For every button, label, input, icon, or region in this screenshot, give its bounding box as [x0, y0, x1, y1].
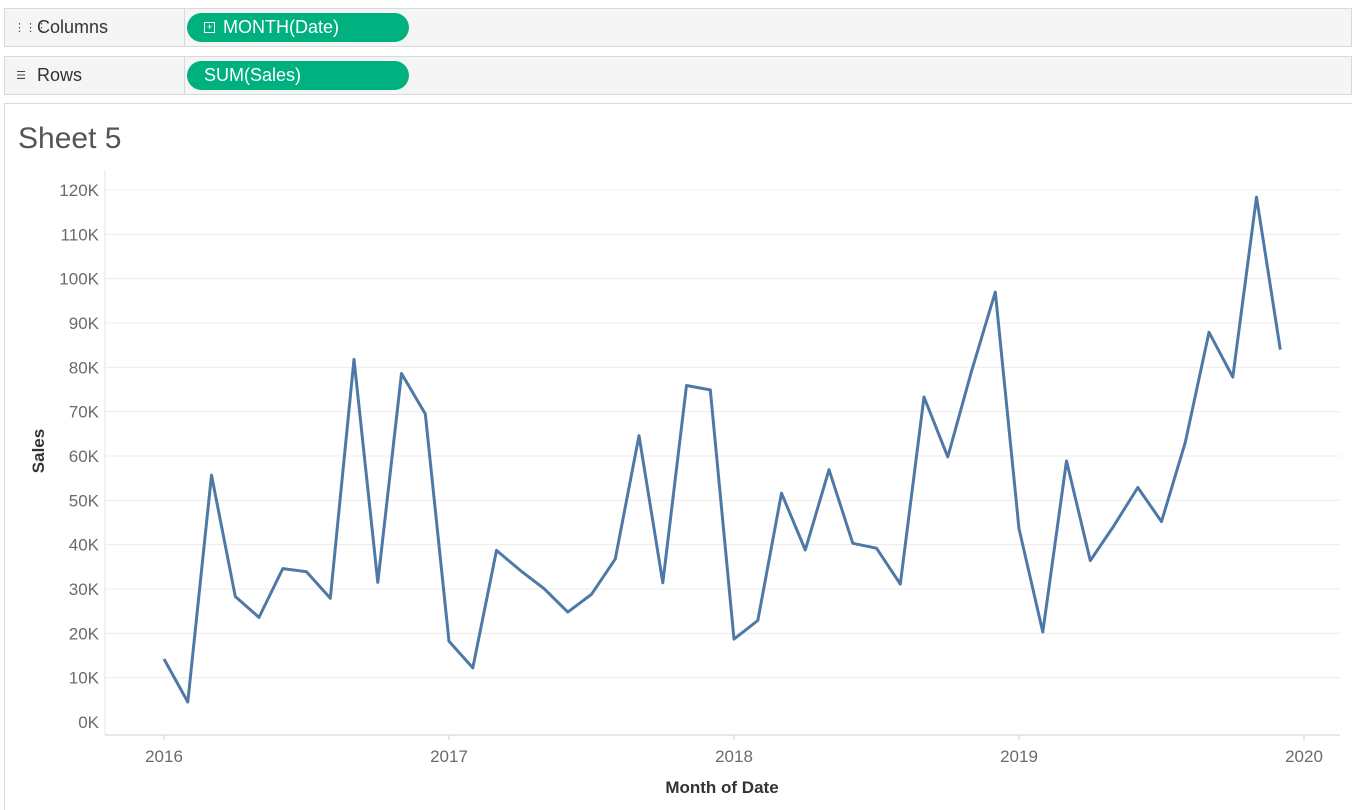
y-tick-label: 30K — [69, 580, 100, 599]
rows-label: Rows — [37, 65, 83, 85]
columns-label: Columns — [37, 17, 109, 37]
sheet-title: Sheet 5 — [18, 122, 122, 155]
columns-shelf: ⋮⋮⋮ Columns + MONTH(Date) — [4, 8, 1352, 47]
columns-shelf-label: ⋮⋮⋮ Columns — [5, 9, 185, 46]
x-tick-label: 2018 — [715, 747, 753, 766]
x-axis-title: Month of Date — [665, 778, 778, 797]
gridlines — [105, 189, 1340, 679]
y-tick-label: 100K — [59, 270, 99, 289]
rows-shelf: ☰ Rows SUM(Sales) — [4, 56, 1352, 95]
x-tick-label: 2016 — [145, 747, 183, 766]
rows-pill-sum-sales[interactable]: SUM(Sales) — [187, 61, 409, 90]
y-tick-label: 40K — [69, 536, 100, 555]
x-tick-label: 2019 — [1000, 747, 1038, 766]
rows-pill-label: SUM(Sales) — [204, 65, 302, 85]
y-tick-label: 50K — [69, 491, 100, 510]
series-group — [162, 195, 1282, 704]
y-tick-label: 80K — [69, 358, 100, 377]
y-tick-label: 70K — [69, 403, 100, 422]
y-tick-label: 120K — [59, 181, 99, 200]
y-axis-title: Sales — [29, 429, 48, 473]
y-tick-label: 0K — [78, 713, 99, 732]
columns-pill-month-date[interactable]: + MONTH(Date) — [187, 13, 409, 42]
y-tick-label: 60K — [69, 447, 100, 466]
y-tick-label: 10K — [69, 669, 100, 688]
rows-icon: ☰ — [16, 70, 26, 82]
sales-line[interactable] — [162, 195, 1282, 704]
x-axis-ticks: 2016 2017 2018 2019 2020 — [145, 735, 1323, 766]
y-axis-ticks: 0K 10K 20K 30K 40K 50K 60K 70K 80K 90K 100K 110K 120… — [59, 181, 99, 732]
expand-icon[interactable]: + — [204, 22, 215, 33]
columns-pill-label: MONTH(Date) — [223, 17, 339, 37]
y-tick-label: 110K — [61, 225, 100, 244]
x-tick-label: 2017 — [430, 747, 468, 766]
y-tick-label: 90K — [69, 314, 100, 333]
y-tick-label: 20K — [69, 624, 100, 643]
x-tick-label: 2020 — [1285, 747, 1323, 766]
rows-shelf-label: ☰ Rows — [5, 57, 185, 94]
